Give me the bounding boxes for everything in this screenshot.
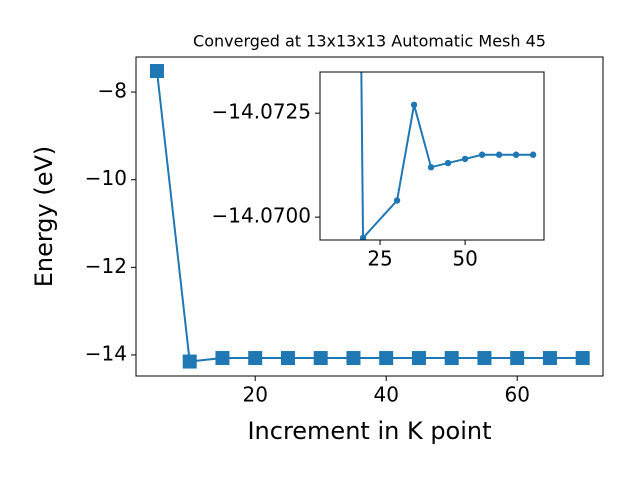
marker — [427, 164, 435, 171]
x-tick-label: 25 — [367, 247, 392, 271]
marker — [359, 234, 367, 240]
axes-frame — [319, 71, 545, 241]
y-tick-label: −14.0725 — [212, 100, 311, 124]
marker — [346, 351, 361, 366]
marker — [313, 351, 328, 366]
y-axis-label: Energy (eV) — [30, 146, 58, 288]
y-tick-label: −14.0700 — [212, 204, 311, 228]
chart-title: Converged at 13x13x13 Automatic Mesh 45 — [193, 32, 546, 51]
x-tick-label: 60 — [504, 383, 529, 407]
marker — [529, 151, 537, 158]
x-axis-label: Increment in K point — [247, 417, 491, 445]
marker — [444, 351, 459, 366]
marker — [444, 159, 452, 167]
marker — [393, 197, 401, 204]
marker — [477, 351, 492, 366]
marker — [495, 151, 503, 158]
marker — [478, 151, 486, 158]
marker — [280, 351, 295, 366]
y-tick-label: −8 — [98, 79, 127, 103]
marker — [575, 351, 590, 366]
y-tick-label: −14 — [85, 341, 127, 365]
marker — [411, 351, 426, 366]
y-tick-label: −10 — [85, 166, 127, 190]
marker — [510, 351, 525, 366]
marker — [182, 354, 197, 369]
axes-frame — [135, 56, 604, 377]
plot-area — [320, 72, 544, 240]
x-tick-label: 20 — [242, 383, 267, 407]
marker — [215, 351, 230, 366]
x-tick-label: 40 — [373, 383, 398, 407]
marker — [461, 155, 469, 163]
marker — [149, 64, 164, 79]
marker — [379, 351, 394, 366]
marker — [248, 351, 263, 366]
marker — [410, 101, 418, 109]
x-tick-label: 50 — [452, 247, 477, 271]
marker — [542, 351, 557, 366]
marker — [512, 151, 520, 158]
y-tick-label: −12 — [85, 254, 127, 278]
